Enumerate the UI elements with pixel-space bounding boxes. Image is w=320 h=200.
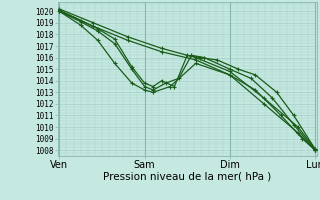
X-axis label: Pression niveau de la mer( hPa ): Pression niveau de la mer( hPa ): [103, 172, 271, 182]
